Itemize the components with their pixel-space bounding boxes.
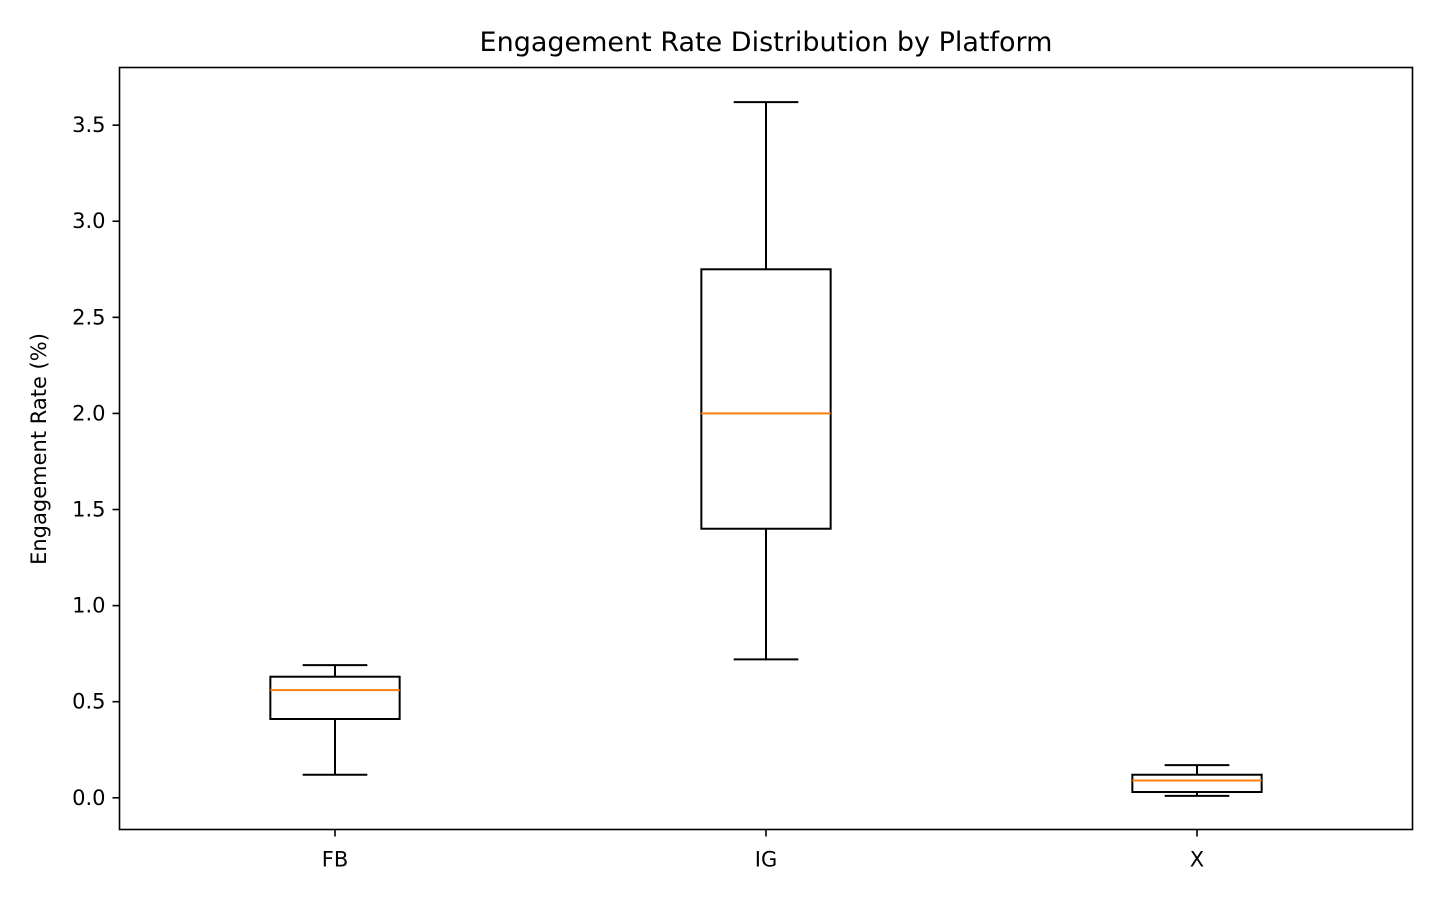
y-axis: 0.0 0.5 1.0 1.5 2.0 2.5 3.0 3.5 xyxy=(72,113,120,810)
x-axis: FB IG X xyxy=(322,829,1204,872)
y-tick-label: 3.0 xyxy=(72,209,105,233)
y-tick-label: 3.5 xyxy=(72,113,105,137)
y-tick-label: 1.5 xyxy=(72,498,105,522)
box-x xyxy=(1131,764,1263,797)
x-tick-label: IG xyxy=(755,848,777,872)
iqr-box xyxy=(1131,773,1263,794)
iqr-box xyxy=(269,675,401,720)
y-tick-label: 1.0 xyxy=(72,594,105,618)
chart-title: Engagement Rate Distribution by Platform xyxy=(480,27,1053,58)
box-fb xyxy=(269,664,401,776)
y-tick-label: 2.5 xyxy=(72,305,105,329)
x-tick-label: X xyxy=(1190,848,1204,872)
x-tick-label: FB xyxy=(322,848,349,872)
y-tick-label: 2.0 xyxy=(72,401,105,425)
y-axis-label: Engagement Rate (%) xyxy=(27,333,51,565)
box-plots xyxy=(269,101,1263,797)
y-tick-label: 0.0 xyxy=(72,786,105,810)
y-tick-label: 0.5 xyxy=(72,690,105,714)
iqr-box xyxy=(700,268,832,530)
box-ig xyxy=(700,101,832,661)
